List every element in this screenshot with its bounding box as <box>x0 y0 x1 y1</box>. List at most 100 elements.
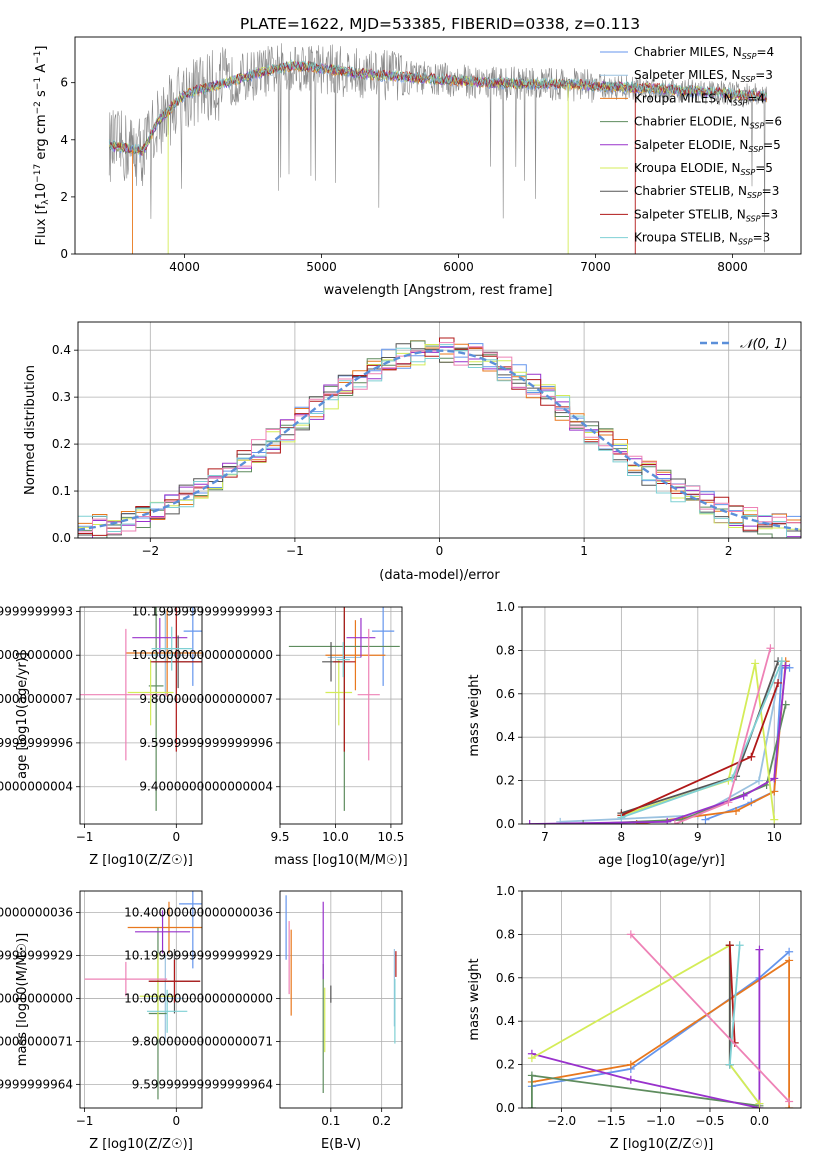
legend-entry: Salpeter ELODIE, NSSP=5 <box>634 138 781 154</box>
weight-series-line <box>531 958 790 1108</box>
x-tick-label: −1 <box>286 544 304 558</box>
weight-marker <box>774 678 783 687</box>
y-tick-label: 10.40000000000000036 <box>124 905 273 919</box>
spectrum-panel: 4000 5000 6000 7000 8000 0 2 4 6 Chabrier MILES, … <box>33 36 802 298</box>
weight-series-line <box>560 661 783 823</box>
y-tick-label: 9.8000000000000007 <box>139 692 273 706</box>
weights_vs_age-panel: 7 8 9 10 0.0 0.2 0.4 0.6 0.8 1.0 age [log10(age/yr… <box>467 600 802 868</box>
errorbar-points <box>288 607 400 811</box>
x-tick-label: 1 <box>580 544 588 558</box>
weight-marker <box>527 1071 536 1080</box>
weight-lines <box>525 644 794 824</box>
y-axis-label: mass [log10(M/M☉)] <box>15 933 30 1066</box>
y-tick-label: 0.6 <box>496 971 515 985</box>
y-tick-label: 0.4 <box>496 1014 515 1028</box>
y-tick-label: 10.19999999999999929 <box>0 948 73 962</box>
y-tick-label: 0.1 <box>52 484 71 498</box>
y-axis-label: age [log10(age/yr)] <box>15 652 30 779</box>
y-tick-label: 0.0 <box>496 1101 515 1115</box>
weight-marker <box>785 1097 794 1106</box>
x-tick-label: 0.1 <box>321 1114 340 1128</box>
errorbar-points <box>80 607 202 811</box>
y-tick-label: 1.0 <box>496 600 515 614</box>
y-tick-label: 2 <box>60 190 68 204</box>
x-tick-label: 10.5 <box>378 830 405 844</box>
histogram-step-line <box>78 342 801 535</box>
y-tick-label: 6 <box>60 76 68 90</box>
histogram-lines <box>78 337 801 538</box>
x-tick-label: 2 <box>725 544 733 558</box>
x-axis-label: age [log10(age/yr)] <box>598 853 725 868</box>
weight-marker <box>579 820 588 824</box>
y-tick-label: 9.8000000000000007 <box>0 692 73 706</box>
y-tick-label: 1.0 <box>496 884 515 898</box>
y-axis-label: Normed distribution <box>23 365 38 495</box>
x-tick-label: 9 <box>694 830 702 844</box>
x-tick-label: 7 <box>541 830 549 844</box>
y-tick-label: 9.5999999999999996 <box>0 736 73 750</box>
weight-lines <box>527 930 794 1108</box>
y-tick-label: 9.5999999999999996 <box>139 736 273 750</box>
y-tick-label: 0.6 <box>496 687 515 701</box>
y-tick-label: 10.40000000000000036 <box>0 905 73 919</box>
weight-marker <box>785 956 794 965</box>
y-tick-label: 9.80000000000000071 <box>0 1034 73 1048</box>
weight-marker <box>770 774 779 783</box>
weight-marker <box>747 752 756 761</box>
legend-entry: Chabrier MILES, NSSP=4 <box>634 45 774 61</box>
x-tick-label: 6000 <box>443 260 474 274</box>
weight-marker <box>732 806 741 815</box>
axes-frame <box>521 606 802 825</box>
y-tick-label: 0.8 <box>496 927 515 941</box>
y-tick-label: 10.00000000000000000 <box>0 991 73 1005</box>
age_vs_mass-panel: 9.5 10.0 10.5 9.4000000000000004 9.599999999… <box>132 604 408 868</box>
x-axis-label: Z [log10(Z/Z☉)] <box>610 1137 714 1152</box>
x-tick-label: 0 <box>172 1114 180 1128</box>
model-spectrum-line <box>108 60 768 154</box>
x-axis-label: mass [log10(M/M☉)] <box>274 853 407 868</box>
y-tick-label: 0.0 <box>496 817 515 831</box>
y-tick-label: 9.4000000000000004 <box>139 780 273 794</box>
axes-frame <box>279 890 403 1109</box>
axes-frame <box>74 36 802 255</box>
weight-marker <box>755 1099 764 1108</box>
weight-marker <box>785 663 794 672</box>
axes-frame <box>77 321 802 539</box>
x-axis-label: Z [log10(Z/Z☉)] <box>89 853 193 868</box>
y-tick-label: 10.1999999999999993 <box>132 604 273 618</box>
x-tick-label: −0.5 <box>695 1114 724 1128</box>
x-tick-label: 0 <box>172 830 180 844</box>
x-tick-label: 8 <box>618 830 626 844</box>
weight-marker <box>781 661 790 670</box>
weight-marker <box>663 817 672 824</box>
weight-marker <box>725 1060 734 1069</box>
legend-entry: Chabrier ELODIE, NSSP=6 <box>634 115 782 131</box>
axes-frame <box>279 606 403 825</box>
x-tick-label: −1.0 <box>646 1114 675 1128</box>
y-tick-label: 10.00000000000000000 <box>124 991 273 1005</box>
weight-marker <box>735 941 744 950</box>
legend-entry: Salpeter MILES, NSSP=3 <box>634 68 773 84</box>
spectrum-lines <box>108 43 768 254</box>
weight-marker <box>525 820 534 824</box>
weight-marker <box>785 947 794 956</box>
gaussian-curve <box>78 349 799 531</box>
axes-frame <box>521 890 802 1109</box>
y-tick-label: 0.2 <box>496 1058 515 1072</box>
y-axis-label: mass weight <box>467 958 482 1040</box>
weight-series-line <box>531 1074 760 1108</box>
y-tick-label: 10.0000000000000000 <box>0 648 73 662</box>
x-tick-label: 7000 <box>580 260 611 274</box>
axes-frame <box>79 890 203 1109</box>
y-tick-label: 0.0 <box>52 531 71 545</box>
legend-entry: Chabrier STELIB, NSSP=3 <box>634 184 779 200</box>
x-tick-label: −2 <box>141 544 159 558</box>
y-tick-label: 0.8 <box>496 643 515 657</box>
weight-marker <box>781 700 790 709</box>
weight-marker <box>527 1054 536 1063</box>
weight-series-line <box>728 945 736 1043</box>
weight-marker <box>626 1075 635 1084</box>
errorbar-points <box>285 895 397 1093</box>
age_vs_Z-panel: −1 0 9.4000000000000004 9.5999999999999996 9… <box>0 604 203 868</box>
weight-marker <box>725 941 734 950</box>
